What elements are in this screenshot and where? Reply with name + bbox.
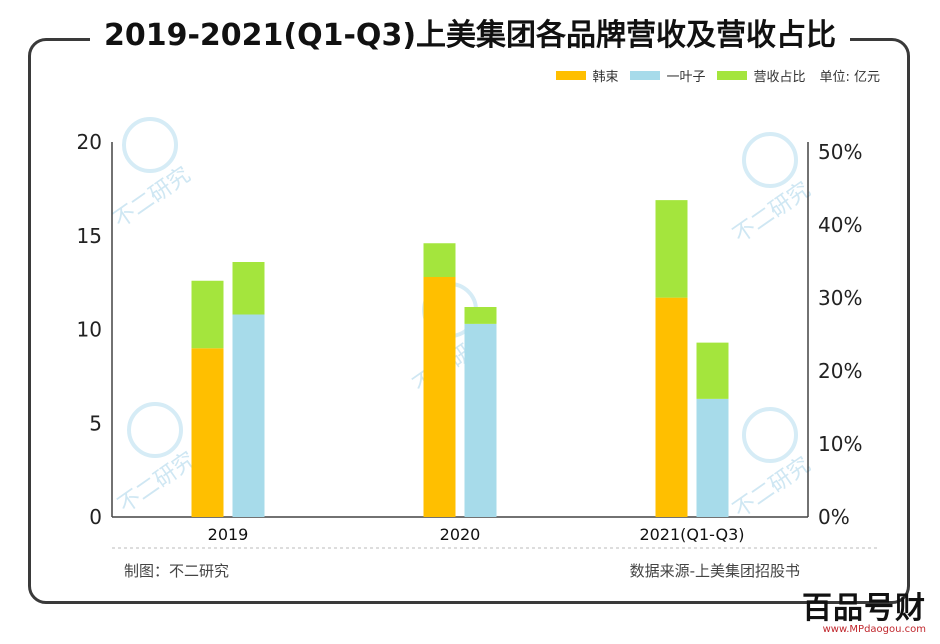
- source-text: 数据来源-上美集团招股书: [629, 562, 800, 580]
- x-category-label-2: 2021(Q1-Q3): [639, 525, 744, 544]
- y-left-tick-label-0: 0: [89, 505, 102, 529]
- unit-label: 单位: 亿元: [819, 70, 880, 85]
- bar-share-0-0: [191, 280, 224, 349]
- x-category-label-1: 2020: [440, 525, 481, 544]
- bar-share-0-2: [655, 200, 688, 298]
- legend-label-yiyezi: 一叶子: [666, 70, 706, 85]
- y-left-tick-label-2: 10: [77, 318, 102, 342]
- bar-share-1-2: [696, 342, 729, 399]
- legend-swatch-yiyezi: [630, 71, 661, 80]
- bar-share-0-1: [423, 243, 456, 277]
- legend-entry-share: 营收占比: [717, 66, 805, 85]
- y-left-tick-label-1: 5: [89, 411, 102, 435]
- legend-label-hanshu: 韩束: [592, 70, 619, 85]
- legend-entry-yiyezi: 一叶子: [630, 66, 705, 85]
- credit-text: 制图：不二研究: [124, 562, 230, 580]
- bar-1-0: [232, 314, 265, 517]
- y-right-tick-label-1: 10%: [818, 432, 862, 456]
- bar-0-2: [655, 297, 688, 517]
- bar-1-1: [464, 323, 497, 517]
- brand-logo: 百品号财 www.MPdaogou.com: [802, 594, 926, 636]
- watermark-text-0: 不二研究: [109, 162, 195, 233]
- y-left-tick-label-3: 15: [77, 224, 102, 248]
- y-right-ticks: 0% 10% 20% 30% 40% 50%: [818, 140, 862, 529]
- legend: 韩束 一叶子 营收占比 单位: 亿元: [544, 66, 880, 85]
- watermark-text-1: 不二研究: [114, 447, 200, 518]
- category-labels: 2019 2020 2021(Q1-Q3): [208, 525, 745, 544]
- bars: [191, 200, 729, 517]
- y-right-tick-label-0: 0%: [818, 505, 850, 529]
- y-right-tick-label-4: 40%: [818, 213, 862, 237]
- y-left-ticks: 0 5 10 15 20: [77, 130, 102, 529]
- bar-share-1-1: [464, 307, 497, 324]
- y-left-tick-label-4: 20: [77, 130, 102, 154]
- watermark-icon-3: [742, 407, 798, 463]
- bar-0-0: [191, 348, 224, 517]
- legend-label-share: 营收占比: [753, 70, 806, 85]
- legend-swatch-hanshu: [556, 71, 587, 80]
- brand-name: 百品号财: [802, 591, 926, 626]
- bar-0-1: [423, 277, 456, 517]
- y-right-tick-label-5: 50%: [818, 140, 862, 164]
- legend-entry-hanshu: 韩束: [556, 66, 618, 85]
- watermark-text-3: 不二研究: [729, 452, 815, 523]
- bar-1-2: [696, 398, 729, 517]
- watermark-text-2: 不二研究: [729, 177, 815, 248]
- watermark-icon-1: [127, 402, 183, 458]
- bar-share-1-0: [232, 262, 265, 315]
- y-right-tick-label-2: 20%: [818, 359, 862, 383]
- x-category-label-0: 2019: [208, 525, 249, 544]
- brand-url: www.MPdaogou.com: [822, 624, 926, 635]
- legend-swatch-share: [717, 71, 748, 80]
- watermark-icon-0: [122, 117, 178, 173]
- y-right-tick-label-3: 30%: [818, 286, 862, 310]
- watermark-icon-2: [742, 132, 798, 188]
